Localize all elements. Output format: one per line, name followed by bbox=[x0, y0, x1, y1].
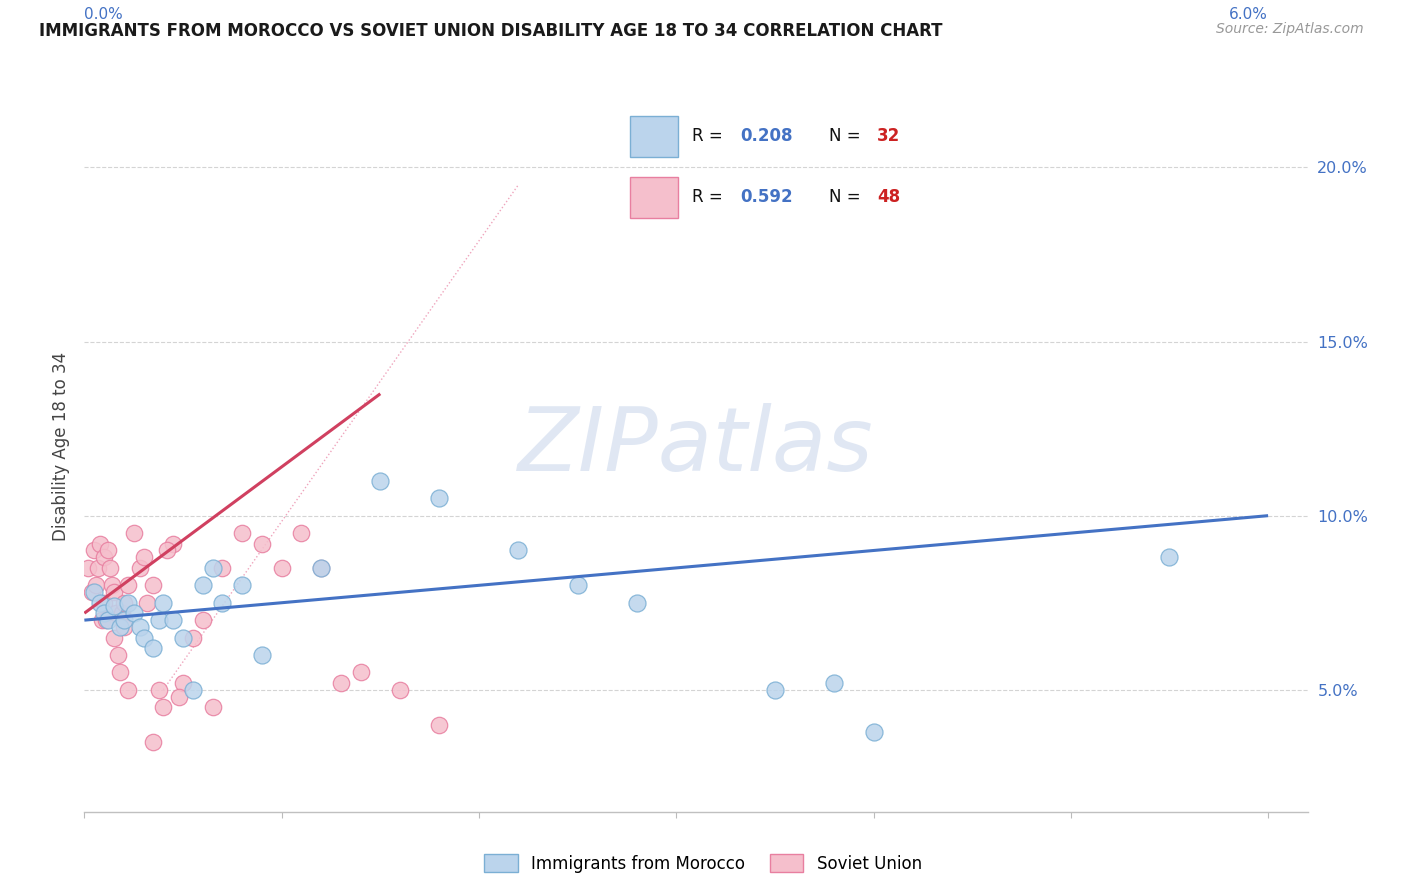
Point bbox=[567, 578, 589, 592]
Point bbox=[107, 648, 129, 662]
Point bbox=[349, 665, 371, 680]
Point bbox=[103, 585, 125, 599]
Text: IMMIGRANTS FROM MOROCCO VS SOVIET UNION DISABILITY AGE 18 TO 34 CORRELATION CHAR: IMMIGRANTS FROM MOROCCO VS SOVIET UNION … bbox=[39, 22, 943, 40]
Point bbox=[142, 735, 165, 749]
Point bbox=[167, 690, 190, 704]
Point bbox=[122, 526, 145, 541]
Point bbox=[97, 613, 120, 627]
Point bbox=[98, 561, 121, 575]
Point bbox=[191, 613, 214, 627]
Text: 0.0%: 0.0% bbox=[84, 7, 124, 22]
Point bbox=[136, 596, 159, 610]
Point bbox=[201, 700, 224, 714]
Point bbox=[211, 596, 233, 610]
Point bbox=[82, 585, 104, 599]
Point bbox=[211, 561, 233, 575]
Point bbox=[91, 613, 114, 627]
Y-axis label: Disability Age 18 to 34: Disability Age 18 to 34 bbox=[52, 351, 70, 541]
Point bbox=[93, 596, 115, 610]
Point bbox=[77, 561, 100, 575]
Point bbox=[191, 578, 214, 592]
Point bbox=[132, 631, 155, 645]
Point bbox=[122, 606, 145, 620]
Point bbox=[181, 631, 204, 645]
Point bbox=[250, 536, 273, 550]
Point bbox=[152, 700, 174, 714]
Point bbox=[104, 606, 127, 620]
Point bbox=[97, 543, 120, 558]
Point bbox=[270, 561, 292, 575]
Point bbox=[108, 665, 131, 680]
Point bbox=[112, 620, 135, 634]
Point bbox=[763, 682, 786, 697]
Point bbox=[429, 491, 451, 506]
Point bbox=[508, 543, 530, 558]
Point bbox=[142, 578, 165, 592]
Point bbox=[93, 550, 115, 565]
Point bbox=[181, 682, 204, 697]
Point bbox=[156, 543, 179, 558]
Point bbox=[172, 676, 194, 690]
Point bbox=[103, 631, 125, 645]
Point bbox=[148, 682, 170, 697]
Point bbox=[128, 561, 150, 575]
Text: 6.0%: 6.0% bbox=[1229, 7, 1268, 22]
Point bbox=[112, 596, 135, 610]
Point bbox=[1159, 550, 1181, 565]
Point bbox=[329, 676, 352, 690]
Point bbox=[172, 631, 194, 645]
Point bbox=[89, 596, 111, 610]
Point bbox=[290, 526, 312, 541]
Point bbox=[83, 543, 105, 558]
Point bbox=[87, 561, 110, 575]
Text: ZIPatlas: ZIPatlas bbox=[519, 403, 873, 489]
Point bbox=[429, 717, 451, 731]
Point bbox=[389, 682, 412, 697]
Point bbox=[309, 561, 332, 575]
Point bbox=[94, 613, 117, 627]
Point bbox=[368, 474, 391, 488]
Point bbox=[250, 648, 273, 662]
Point bbox=[201, 561, 224, 575]
Point bbox=[111, 606, 134, 620]
Point bbox=[152, 596, 174, 610]
Point bbox=[231, 578, 253, 592]
Point bbox=[93, 606, 115, 620]
Point bbox=[89, 536, 111, 550]
Point bbox=[162, 536, 184, 550]
Point bbox=[112, 613, 135, 627]
Point bbox=[83, 585, 105, 599]
Point bbox=[823, 676, 845, 690]
Point bbox=[862, 724, 884, 739]
Point bbox=[117, 682, 139, 697]
Point bbox=[132, 550, 155, 565]
Text: Source: ZipAtlas.com: Source: ZipAtlas.com bbox=[1216, 22, 1364, 37]
Point bbox=[101, 578, 124, 592]
Point bbox=[108, 620, 131, 634]
Point bbox=[309, 561, 332, 575]
Point bbox=[231, 526, 253, 541]
Point bbox=[84, 578, 107, 592]
Point bbox=[128, 620, 150, 634]
Point bbox=[142, 640, 165, 655]
Point bbox=[148, 613, 170, 627]
Point bbox=[626, 596, 648, 610]
Legend: Immigrants from Morocco, Soviet Union: Immigrants from Morocco, Soviet Union bbox=[478, 847, 928, 880]
Point bbox=[103, 599, 125, 614]
Point bbox=[162, 613, 184, 627]
Point bbox=[117, 596, 139, 610]
Point bbox=[117, 578, 139, 592]
